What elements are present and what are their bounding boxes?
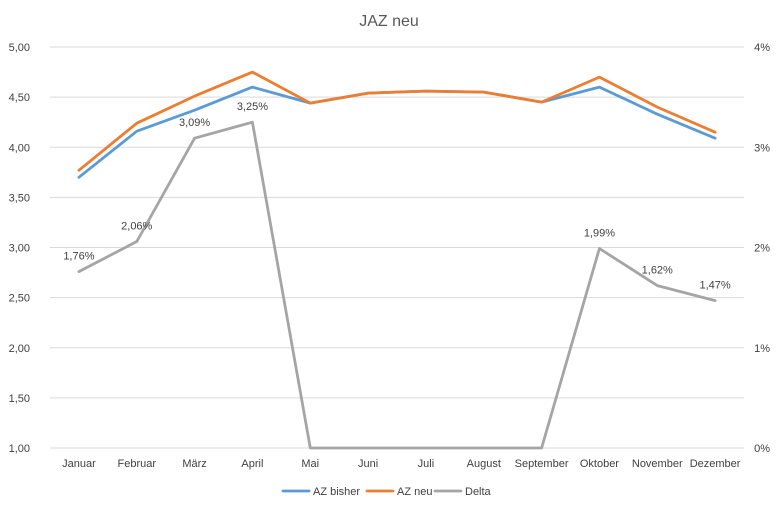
legend: AZ bisher AZ neu Delta [281,486,492,498]
right-tick-label: 0% [754,443,770,455]
left-tick-label: 1,00 [9,443,30,455]
x-tick-label: September [515,458,569,470]
chart-title: JAZ neu [359,13,419,30]
right-tick-label: 3% [754,142,770,154]
series-lines [77,70,717,450]
x-tick-label: Juli [418,458,435,470]
left-tick-label: 2,50 [9,293,30,305]
legend-label: AZ bisher [313,486,360,498]
left-tick-label: 3,50 [9,192,30,204]
data-label: 3,25% [237,101,268,113]
left-tick-label: 3,00 [9,243,30,255]
gridlines [50,46,744,449]
data-label: 1,99% [584,228,615,240]
right-y-axis: 0% 1% 2% 3% 4% [754,42,770,455]
data-label: 2,06% [121,220,152,232]
x-tick-label: Oktober [580,458,619,470]
right-tick-label: 2% [754,243,770,255]
x-tick-label: Mai [301,458,319,470]
series-line-az-bisher [77,85,717,179]
data-label: 3,09% [179,117,210,129]
x-tick-label: Juni [358,458,378,470]
left-y-axis: 1,00 1,50 2,00 2,50 3,00 3,50 4,00 4,50 5,00 [9,42,30,455]
series-line-delta [77,120,717,450]
x-tick-label: Dezember [690,458,741,470]
left-tick-label: 2,00 [9,343,30,355]
x-axis: Januar Februar März April Mai Juni Juli August S… [62,458,741,470]
x-tick-label: Januar [62,458,96,470]
left-tick-label: 5,00 [9,42,30,54]
legend-label: Delta [465,486,492,498]
x-tick-label: November [632,458,683,470]
x-tick-label: Februar [117,458,156,470]
x-tick-label: August [467,458,501,470]
left-tick-label: 1,50 [9,393,30,405]
left-tick-label: 4,50 [9,92,30,104]
x-tick-label: März [182,458,206,470]
right-tick-label: 1% [754,343,770,355]
right-tick-label: 4% [754,42,770,54]
data-label: 1,47% [699,280,730,292]
data-label: 1,62% [642,265,673,277]
x-tick-label: April [241,458,263,470]
legend-label: AZ neu [397,486,432,498]
series-line-az-neu [77,70,717,172]
data-labels: 1,76% 2,06% 3,09% 3,25% 1,99% 1,62% 1,47% [63,101,731,291]
data-label: 1,76% [63,251,94,263]
left-tick-label: 4,00 [9,142,30,154]
